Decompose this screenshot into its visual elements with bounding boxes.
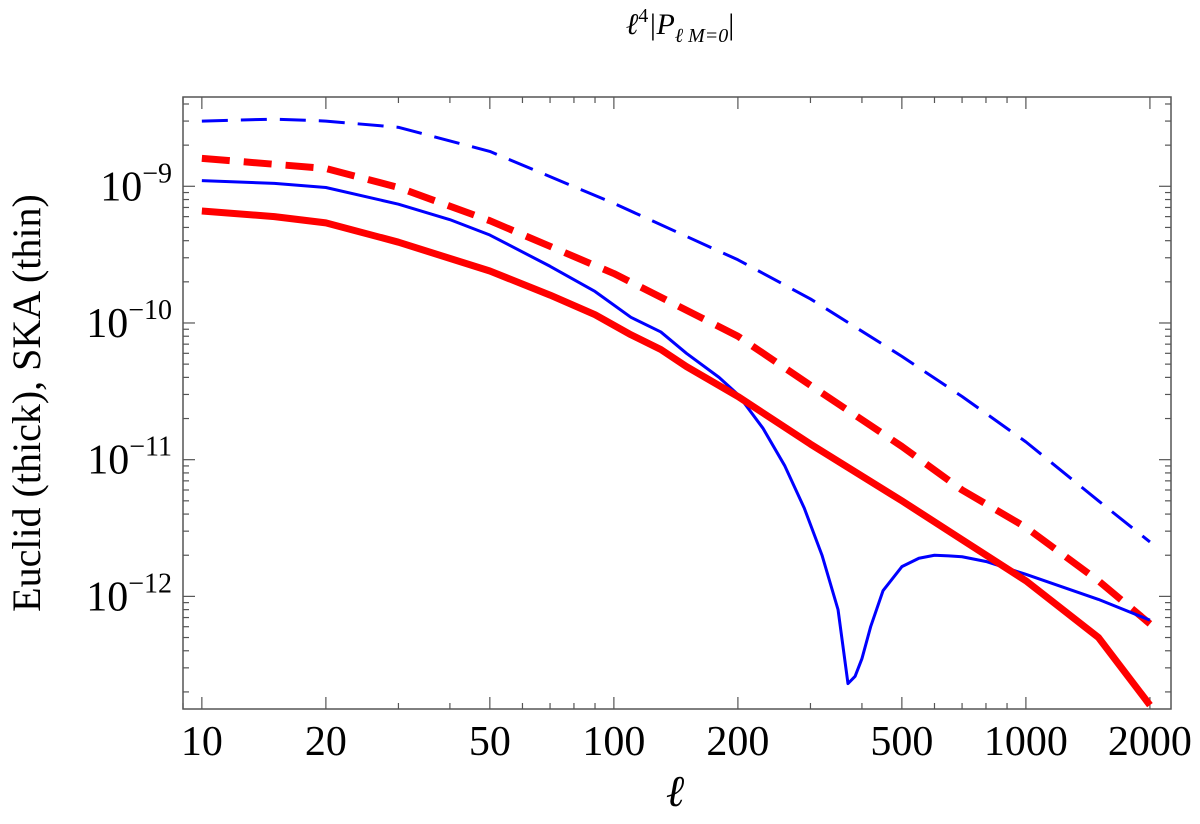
axis-ticks — [182, 97, 1171, 709]
series-line-euclid-solid — [201, 207, 1153, 708]
y-tick-label-exponent: −9 — [142, 158, 172, 189]
chart-title-bar-open: |P — [648, 8, 675, 41]
y-tick-label-base: 10 — [100, 164, 142, 210]
series-line-ska-dashed — [201, 117, 1151, 544]
x-tick-label: 100 — [582, 719, 645, 765]
chart-title-bar-close: | — [728, 8, 734, 41]
series-line-euclid-dashed — [201, 154, 1153, 627]
chart-title-subscript: ℓ M=0 — [675, 25, 729, 47]
y-tick-label: 10−11 — [87, 432, 172, 484]
x-tick-label: 500 — [870, 719, 933, 765]
x-axis-label: ℓ — [666, 767, 685, 816]
series-layer — [201, 117, 1153, 708]
chart-title: ℓ4|Pℓ M=0| — [626, 5, 735, 47]
x-tick-labels: 10 20 50 100 200 500 1000 2000 — [181, 719, 1192, 765]
y-tick-label-base: 10 — [87, 438, 129, 484]
y-tick-label: 10−9 — [100, 158, 172, 210]
x-tick-label: 200 — [706, 719, 769, 765]
x-tick-label: 1000 — [984, 719, 1068, 765]
series-line-ska-solid — [201, 179, 1151, 686]
x-tick-label: 50 — [469, 719, 511, 765]
x-tick-label: 2000 — [1108, 719, 1192, 765]
chart-title-exponent: 4 — [638, 5, 648, 27]
y-tick-label: 10−12 — [86, 568, 172, 620]
y-tick-label-exponent: −10 — [128, 295, 172, 326]
x-tick-label: 20 — [305, 719, 347, 765]
y-tick-label-base: 10 — [86, 574, 128, 620]
y-axis-label: Euclid (thick), SKA (thin) — [4, 194, 49, 612]
y-tick-label-base: 10 — [86, 301, 128, 347]
x-tick-label: 10 — [181, 719, 223, 765]
y-tick-label-exponent: −12 — [128, 568, 172, 599]
chart-title-base: ℓ — [626, 8, 639, 41]
y-tick-label: 10−10 — [86, 295, 172, 347]
y-tick-label-exponent: −11 — [129, 432, 172, 463]
plot-frame — [182, 96, 1172, 710]
